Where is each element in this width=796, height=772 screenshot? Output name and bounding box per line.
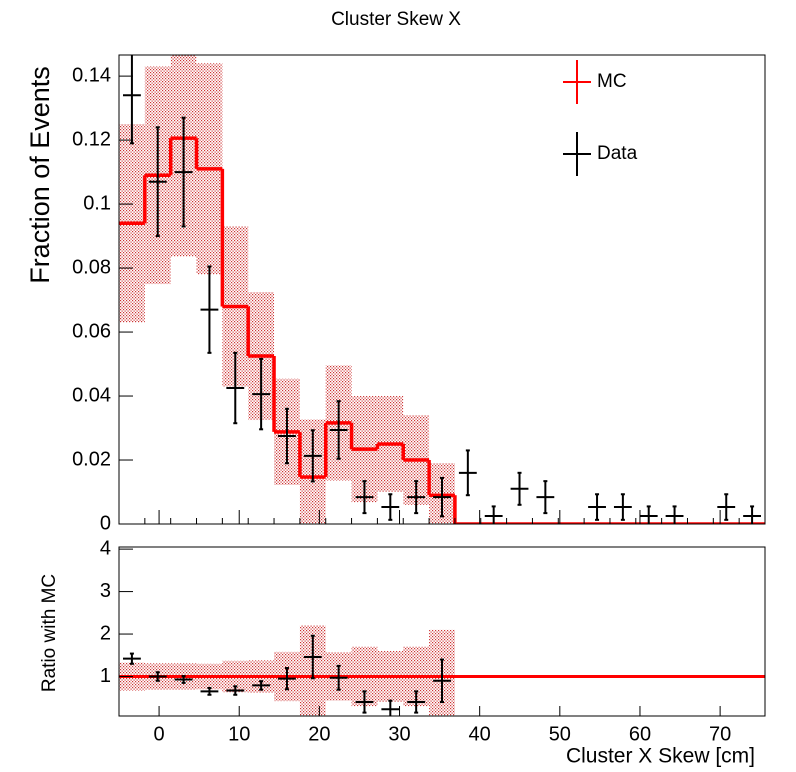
x-axis-label: Cluster X Skew [cm] [566, 745, 755, 768]
chart-title: Cluster Skew X [331, 9, 461, 30]
x-tick-label: 40 [469, 723, 491, 745]
y-tick-label: 3 [100, 580, 111, 602]
frame [118, 546, 766, 717]
y-tick-label: 0 [100, 512, 111, 534]
y-tick-label: 0.14 [72, 64, 111, 86]
y-tick-label: 0.08 [72, 256, 111, 278]
main-plot [119, 55, 765, 524]
x-tick-label: 60 [629, 723, 651, 745]
frame [118, 54, 766, 525]
y-tick-label: 0.12 [72, 128, 111, 150]
y-tick-label: 2 [100, 622, 111, 644]
x-tick-label: 10 [228, 723, 250, 745]
x-tick-label: 0 [154, 723, 165, 745]
y-tick-label: 0.04 [72, 384, 111, 406]
y-tick-label: 0.1 [83, 192, 111, 214]
x-tick-label: 50 [549, 723, 571, 745]
x-tick-label: 20 [308, 723, 330, 745]
y-tick-label: 1 [100, 665, 111, 687]
y-axis-label: Fraction of Events [25, 66, 55, 284]
x-tick-label: 30 [388, 723, 410, 745]
y-axis-label: Ratio with MC [39, 574, 60, 692]
x-tick-label: 70 [709, 723, 731, 745]
legend-label: Data [597, 143, 638, 164]
ratio-plot [119, 625, 765, 716]
y-tick-label: 0.02 [72, 448, 111, 470]
legend-label: MC [597, 71, 627, 92]
y-tick-label: 4 [100, 537, 111, 559]
y-tick-label: 0.06 [72, 320, 111, 342]
